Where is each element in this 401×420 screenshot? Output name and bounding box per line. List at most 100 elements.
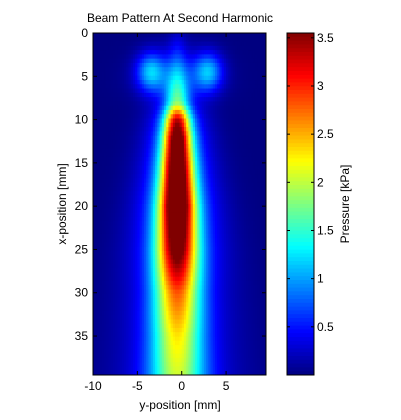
heatmap-cell	[261, 276, 265, 282]
heatmap-cell	[221, 165, 225, 171]
heatmap-cell	[110, 152, 114, 158]
heatmap-cell	[99, 165, 103, 171]
heatmap-cell	[95, 144, 98, 149]
heatmap-cell	[243, 122, 247, 128]
heatmap-cell	[135, 251, 138, 256]
heatmap-cell	[219, 242, 223, 248]
heatmap-cell	[139, 268, 143, 273]
heatmap-cell	[239, 186, 242, 192]
heatmap-cell	[95, 75, 98, 81]
heatmap-cell	[126, 37, 129, 42]
heatmap-cell	[243, 255, 247, 260]
heatmap-cell	[146, 242, 149, 248]
heatmap-cell	[112, 156, 116, 162]
heatmap-cell	[223, 62, 227, 68]
heatmap-cell	[219, 276, 223, 282]
heatmap-cell	[146, 216, 149, 222]
heatmap-cell	[237, 109, 240, 115]
heatmap-cell	[126, 109, 129, 115]
heatmap-cell	[221, 37, 225, 42]
heatmap-cell	[203, 33, 207, 38]
heatmap-cell	[230, 186, 234, 192]
heatmap-cell	[190, 238, 194, 243]
heatmap-cell	[166, 144, 169, 149]
heatmap-cell	[108, 114, 112, 119]
heatmap-cell	[159, 80, 163, 85]
heatmap-cell	[130, 54, 134, 60]
heatmap-cell	[135, 285, 138, 290]
heatmap-cell	[177, 242, 180, 248]
heatmap-cell	[119, 178, 123, 184]
heatmap-cell	[163, 152, 167, 158]
heatmap-cell	[93, 41, 96, 47]
heatmap-cell	[192, 212, 196, 218]
heatmap-cell	[112, 272, 116, 278]
heatmap-cell	[146, 225, 149, 231]
heatmap-cell	[234, 148, 238, 154]
heatmap-cell	[101, 276, 105, 282]
heatmap-cell	[221, 238, 225, 243]
heatmap-cell	[190, 289, 194, 295]
heatmap-cell	[199, 45, 203, 51]
heatmap-cell	[170, 71, 174, 77]
heatmap-cell	[161, 276, 165, 282]
heatmap-cell	[150, 204, 154, 209]
heatmap-cell	[263, 263, 267, 269]
heatmap-cell	[170, 41, 174, 47]
heatmap-cell	[155, 144, 158, 149]
heatmap-cell	[201, 251, 205, 256]
heatmap-cell	[163, 122, 167, 128]
heatmap-cell	[172, 242, 176, 248]
heatmap-cell	[195, 88, 198, 94]
heatmap-cell	[168, 285, 172, 290]
heatmap-cell	[219, 272, 223, 278]
heatmap-cell	[108, 178, 112, 184]
heatmap-cell	[181, 33, 185, 38]
heatmap-cell	[199, 165, 203, 171]
heatmap-cell	[223, 54, 227, 60]
heatmap-cell	[221, 251, 225, 256]
heatmap-cell	[159, 229, 163, 235]
heatmap-cell	[106, 156, 109, 162]
heatmap-cell	[261, 174, 265, 179]
heatmap-cell	[252, 174, 256, 179]
heatmap-cell	[179, 50, 183, 55]
heatmap-cell	[148, 174, 152, 179]
heatmap-cell	[99, 118, 103, 124]
heatmap-cell	[201, 88, 205, 94]
heatmap-cell	[263, 58, 267, 64]
heatmap-cell	[261, 58, 265, 64]
heatmap-cell	[163, 199, 167, 205]
heatmap-cell	[106, 259, 109, 265]
heatmap-cell	[175, 195, 178, 201]
heatmap-cell	[210, 268, 214, 273]
heatmap-cell	[246, 191, 249, 196]
heatmap-cell	[208, 204, 211, 209]
heatmap-cell	[241, 71, 245, 77]
heatmap-cell	[199, 127, 203, 132]
heatmap-cell	[232, 71, 236, 77]
heatmap-cell	[101, 285, 105, 290]
heatmap-cell	[152, 131, 156, 136]
heatmap-cell	[246, 212, 249, 218]
heatmap-cell	[121, 293, 125, 299]
heatmap-cell	[139, 165, 143, 171]
heatmap-cell	[155, 280, 158, 286]
heatmap-cell	[195, 33, 198, 38]
heatmap-cell	[135, 101, 138, 107]
heatmap-cell	[212, 62, 216, 68]
heatmap-cell	[139, 161, 143, 166]
heatmap-cell	[226, 109, 229, 115]
heatmap-cell	[257, 105, 260, 111]
heatmap-cell	[172, 246, 176, 252]
heatmap-cell	[161, 191, 165, 196]
heatmap-cell	[172, 199, 176, 205]
heatmap-cell	[195, 298, 198, 303]
heatmap-cell	[106, 238, 109, 243]
heatmap-cell	[117, 54, 121, 60]
heatmap-cell	[95, 62, 98, 68]
heatmap-cell	[219, 238, 223, 243]
heatmap-cell	[121, 122, 125, 128]
heatmap-cell	[203, 255, 207, 260]
heatmap-cell	[261, 109, 265, 115]
